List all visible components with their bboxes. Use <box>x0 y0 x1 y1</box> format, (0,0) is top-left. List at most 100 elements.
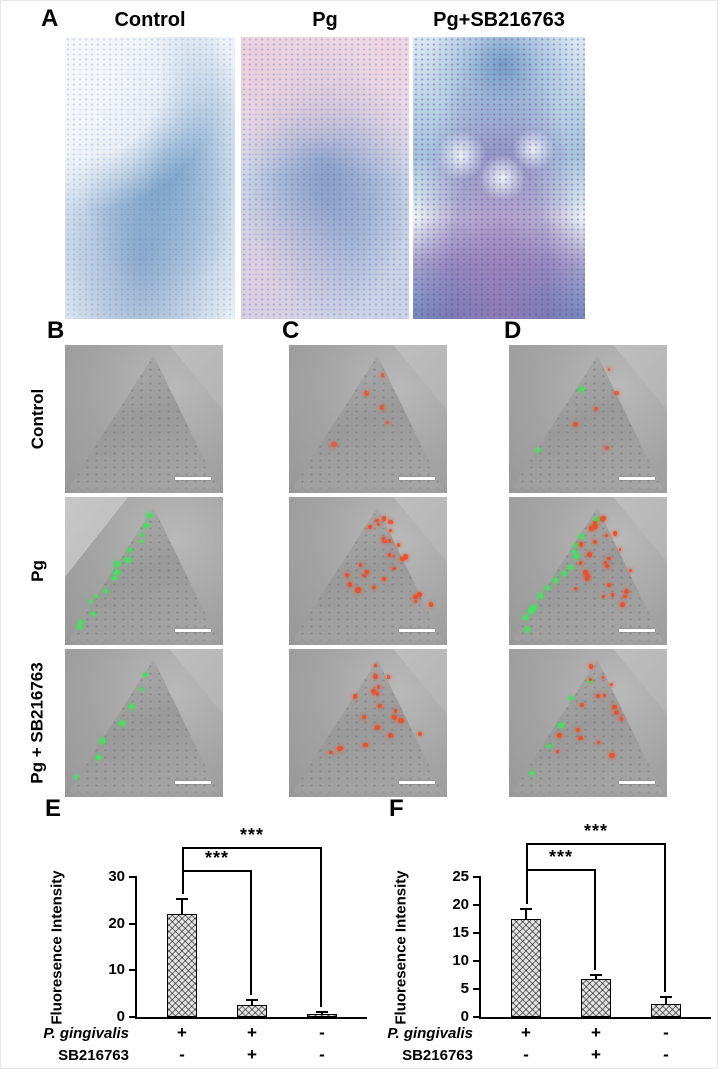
scale-bar <box>399 781 435 784</box>
x-group-label: P. gingivalis <box>387 1025 473 1042</box>
row-label-control-text: Control <box>28 388 47 450</box>
red-fluorescence-speck <box>589 527 593 531</box>
red-fluorescence-speck <box>399 556 405 562</box>
panel-e-label: E <box>45 795 62 822</box>
y-axis-label-text: Fluoresence Intensity <box>48 869 66 1025</box>
scale-bar <box>619 781 655 784</box>
red-fluorescence-speck <box>347 582 353 587</box>
red-fluorescence-speck <box>614 390 619 396</box>
green-fluorescence-speck <box>143 672 148 677</box>
microscopy-image <box>65 345 223 493</box>
green-fluorescence-speck <box>572 549 576 554</box>
green-fluorescence-speck <box>573 553 579 559</box>
microscopy-image <box>289 345 447 493</box>
red-fluorescence-speck <box>383 539 388 544</box>
y-tick-mark <box>473 876 481 878</box>
red-fluorescence-speck <box>365 570 369 574</box>
y-tick-mark <box>473 960 481 962</box>
red-fluorescence-speck <box>583 570 588 576</box>
red-fluorescence-speck <box>402 554 409 560</box>
green-fluorescence-speck <box>574 542 579 548</box>
red-fluorescence-speck <box>358 563 363 567</box>
red-fluorescence-speck <box>417 731 422 737</box>
scale-bar <box>619 629 655 632</box>
red-fluorescence-speck <box>585 573 591 579</box>
significance-bracket <box>526 868 596 871</box>
bar <box>167 914 197 1017</box>
red-fluorescence-speck <box>607 557 611 561</box>
error-bar-cap <box>590 974 602 976</box>
red-fluorescence-speck <box>578 561 583 565</box>
red-fluorescence-speck <box>593 521 597 526</box>
green-fluorescence-speck <box>124 557 131 563</box>
scale-bar <box>175 477 211 480</box>
red-fluorescence-speck <box>374 518 379 523</box>
red-fluorescence-speck <box>381 538 385 542</box>
green-fluorescence-speck <box>99 738 106 744</box>
error-bar-cap <box>176 898 188 901</box>
red-fluorescence-speck <box>352 694 358 700</box>
red-fluorescence-speck <box>579 703 584 708</box>
red-fluorescence-speck <box>557 733 562 738</box>
x-group-sign: - <box>179 1045 185 1064</box>
x-group-sign: - <box>663 1023 669 1042</box>
scale-bar <box>175 629 211 632</box>
x-group-sign: + <box>591 1045 601 1064</box>
red-fluorescence-speck <box>620 601 626 607</box>
red-fluorescence-speck <box>602 595 606 599</box>
y-tick-mark <box>129 969 137 972</box>
red-fluorescence-speck <box>623 594 627 599</box>
green-fluorescence-speck <box>139 532 143 536</box>
panel-d-label: D <box>504 317 522 344</box>
y-tick-label: 25 <box>452 868 469 885</box>
red-fluorescence-speck <box>629 569 633 573</box>
error-bar-cap <box>660 996 672 999</box>
y-tick-label: 0 <box>116 1008 125 1025</box>
red-fluorescence-speck <box>578 541 583 546</box>
significance-bracket-leg <box>320 846 322 1007</box>
x-group-sign: + <box>247 1045 257 1064</box>
red-fluorescence-speck <box>382 576 386 581</box>
red-fluorescence-speck <box>597 740 600 744</box>
red-fluorescence-speck <box>612 704 618 710</box>
microscopy-image <box>65 649 223 797</box>
red-fluorescence-speck <box>381 373 385 377</box>
significance-bracket <box>526 843 666 846</box>
y-axis-label: Fluoresence Intensity <box>45 870 69 1024</box>
green-fluorescence-speck <box>96 755 101 760</box>
green-fluorescence-speck <box>103 588 108 593</box>
red-fluorescence-speck <box>372 674 378 679</box>
y-tick-mark <box>129 876 137 878</box>
green-fluorescence-speck <box>129 703 135 709</box>
red-fluorescence-speck <box>375 692 380 696</box>
red-fluorescence-speck <box>555 749 560 754</box>
red-fluorescence-speck <box>377 685 381 689</box>
error-bar-cap <box>316 1010 328 1013</box>
green-fluorescence-speck <box>147 513 152 518</box>
y-tick-label: 30 <box>108 868 125 885</box>
red-fluorescence-speck <box>578 736 583 741</box>
significance-bracket-leg <box>182 846 184 895</box>
y-axis-line <box>135 877 137 1019</box>
red-fluorescence-speck <box>355 587 361 593</box>
x-group-sign: + <box>247 1023 257 1042</box>
error-bar-cap <box>246 999 258 1002</box>
green-fluorescence-speck <box>119 720 125 727</box>
red-fluorescence-speck <box>624 588 630 595</box>
red-fluorescence-speck <box>389 528 393 532</box>
red-fluorescence-speck <box>609 682 613 686</box>
y-axis-line <box>479 877 481 1019</box>
red-fluorescence-speck <box>575 727 581 733</box>
red-fluorescence-speck <box>610 593 615 597</box>
red-fluorescence-speck <box>607 367 611 371</box>
red-fluorescence-speck <box>588 677 592 681</box>
red-fluorescence-speck <box>364 391 370 397</box>
panel-f-label: F <box>389 795 404 822</box>
microscopy-image <box>289 649 447 797</box>
bar <box>237 1005 267 1017</box>
scale-bar <box>175 781 211 784</box>
green-fluorescence-speck <box>531 605 537 611</box>
significance-bracket-leg <box>594 868 596 970</box>
y-tick-label: 0 <box>460 1008 469 1025</box>
histology-image-control <box>65 37 235 319</box>
